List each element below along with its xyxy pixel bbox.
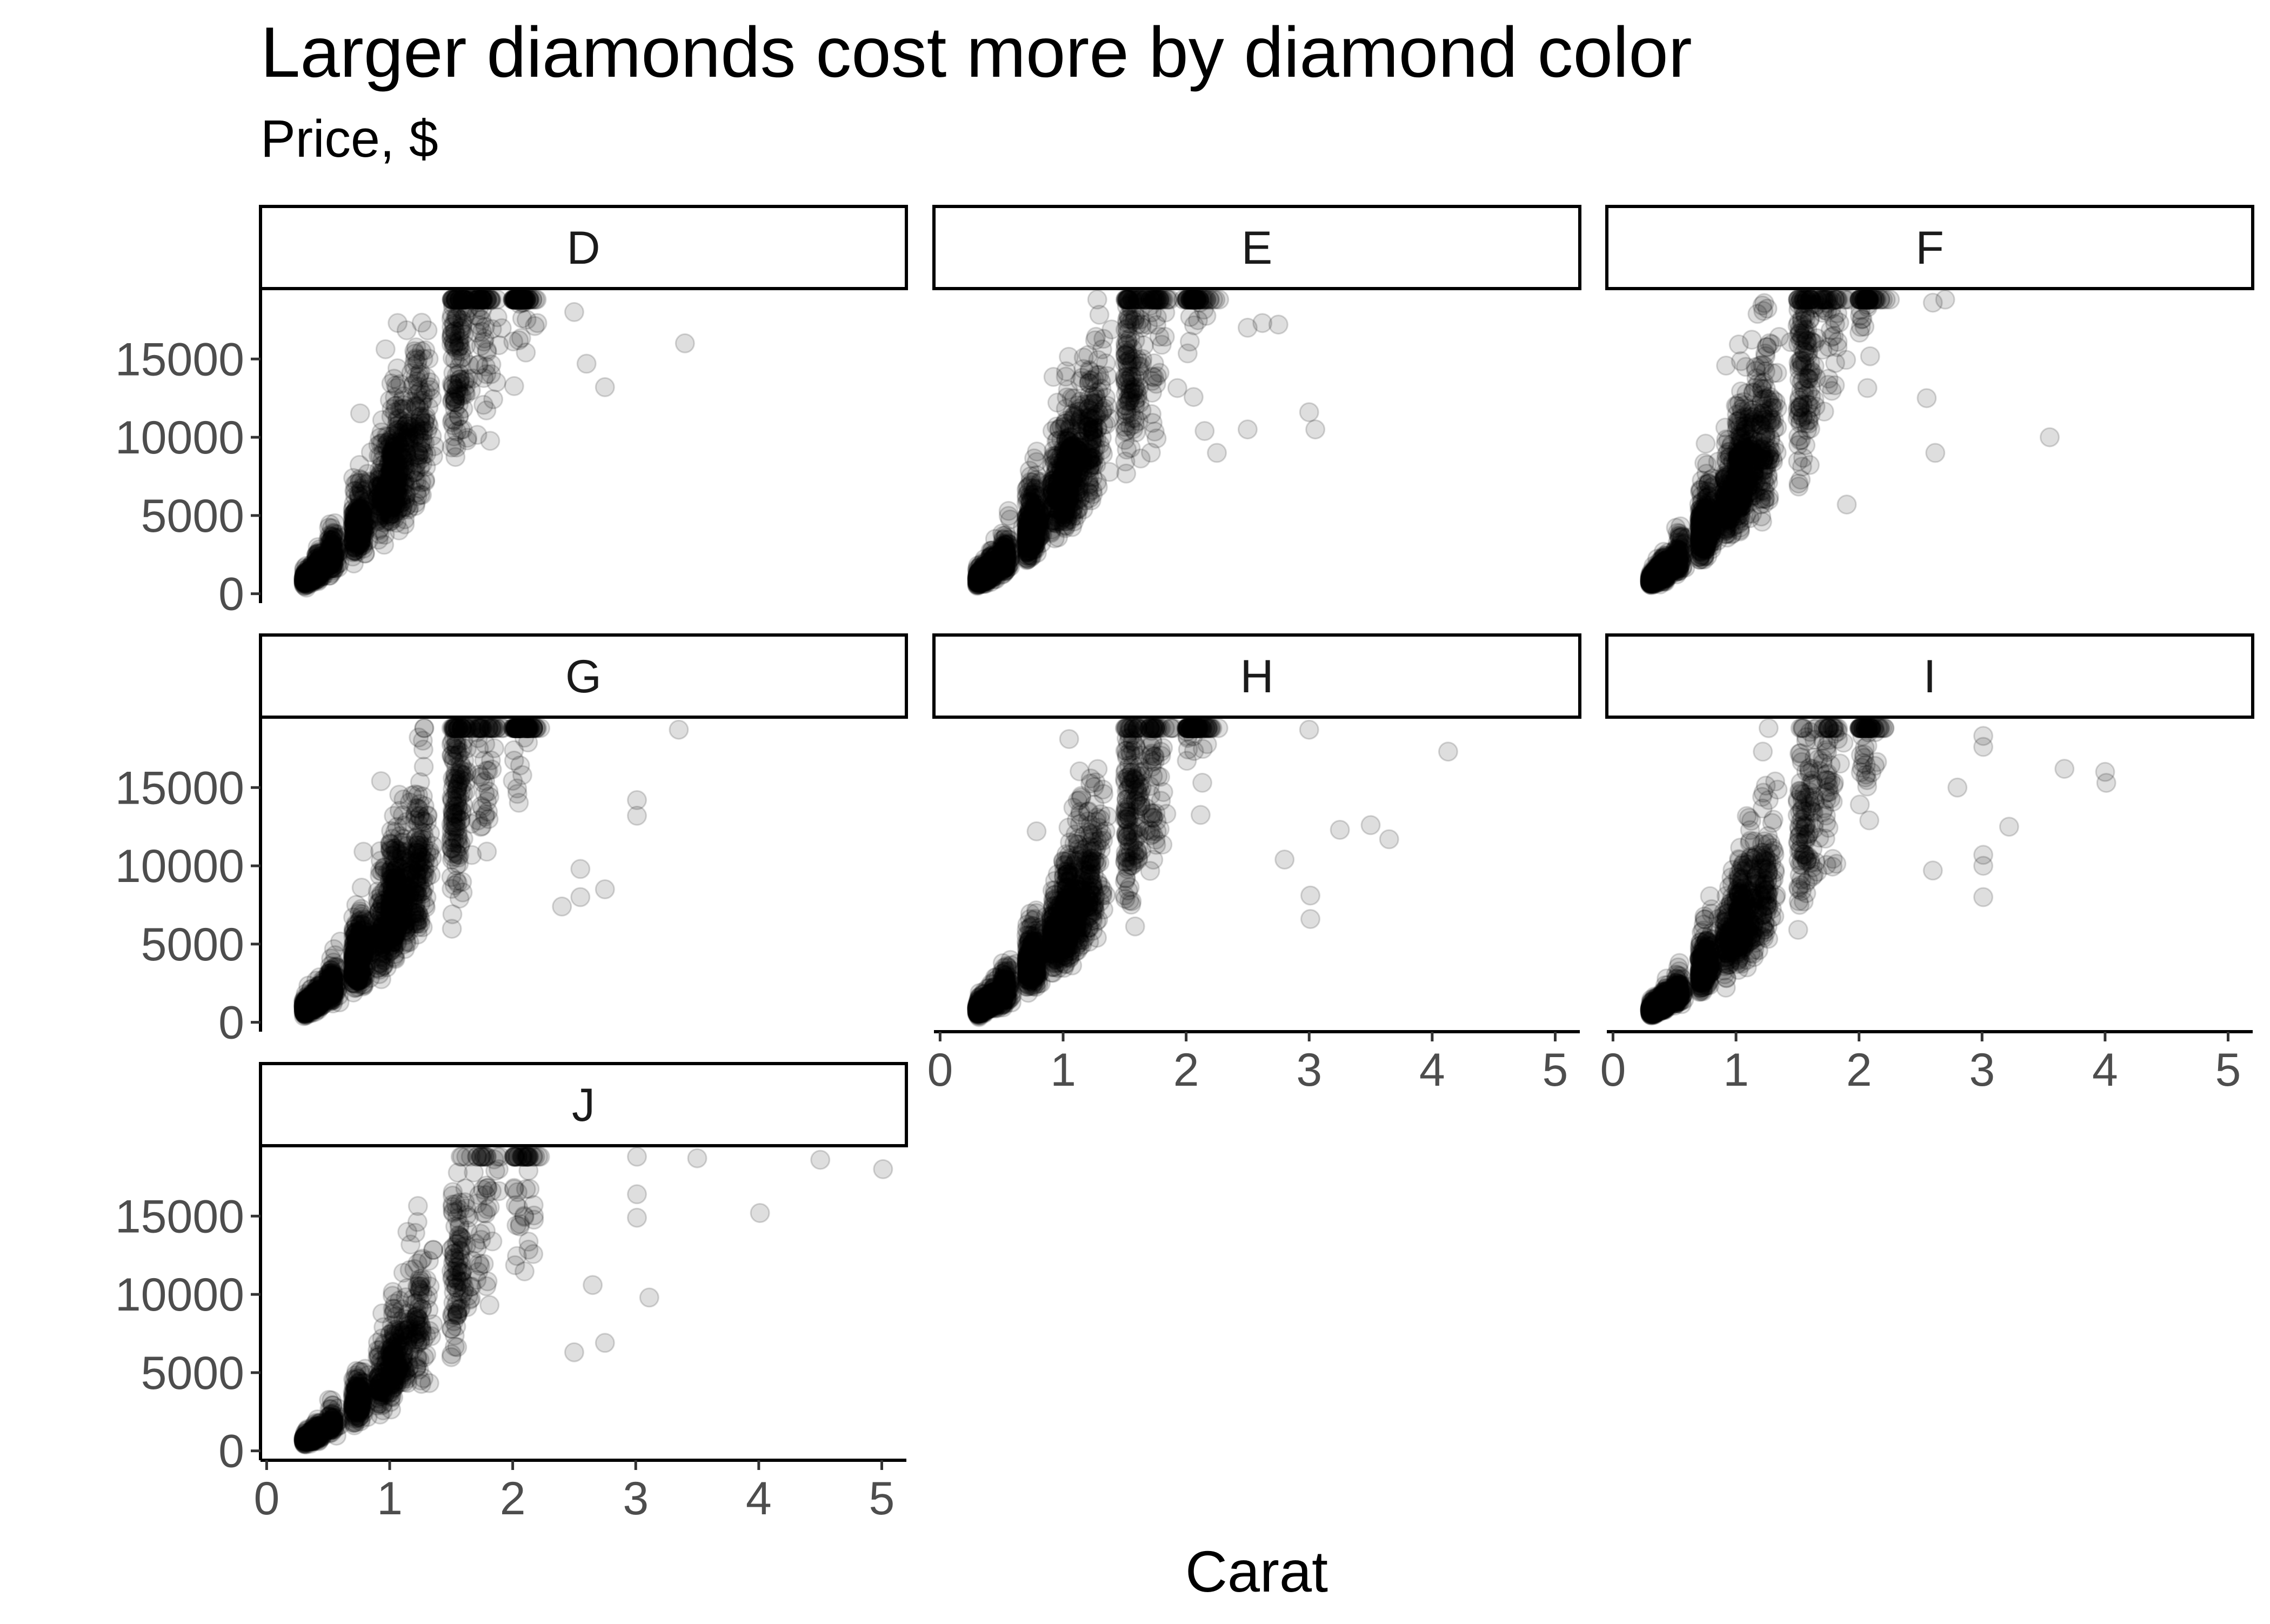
data-point	[999, 530, 1017, 549]
data-point	[1148, 308, 1166, 326]
data-point	[1152, 336, 1171, 354]
data-point	[1073, 406, 1092, 424]
data-point	[386, 422, 405, 440]
data-point	[352, 482, 371, 500]
data-point	[1118, 391, 1136, 410]
data-point	[577, 355, 596, 373]
data-point	[565, 303, 583, 321]
y-tick-label: 0	[218, 569, 244, 620]
data-point	[351, 404, 369, 423]
data-point	[1124, 372, 1142, 390]
data-point	[1090, 305, 1109, 324]
data-point	[1070, 464, 1088, 482]
data-point	[1753, 296, 1772, 315]
data-point	[444, 379, 462, 397]
data-point	[676, 334, 694, 352]
data-point	[1097, 354, 1115, 372]
data-point	[447, 307, 465, 325]
chart-title: Larger diamonds cost more by diamond col…	[261, 12, 1692, 92]
data-point	[1116, 452, 1134, 471]
data-point	[1269, 316, 1287, 334]
point-cloud	[968, 290, 1325, 595]
data-point	[1085, 370, 1103, 388]
data-point	[412, 313, 431, 332]
data-point	[1238, 420, 1257, 439]
data-point	[1861, 347, 1879, 365]
data-point	[1143, 367, 1161, 386]
data-point	[1730, 335, 1748, 353]
data-point	[510, 331, 528, 350]
data-point	[452, 420, 470, 439]
data-point	[1145, 423, 1164, 441]
point-cloud	[1641, 290, 2059, 594]
data-point	[475, 396, 493, 414]
data-point	[445, 337, 463, 356]
data-point	[376, 340, 395, 358]
data-point	[1018, 486, 1036, 504]
facet-strip-label: E	[1241, 222, 1272, 274]
data-point	[1049, 493, 1067, 511]
data-point	[1732, 352, 1750, 370]
y-tick-label: 5000	[141, 490, 244, 542]
data-point	[1021, 467, 1040, 486]
data-point	[475, 332, 493, 351]
data-point	[505, 377, 523, 395]
data-point	[469, 290, 488, 309]
data-point	[1168, 379, 1186, 397]
data-point	[1141, 444, 1160, 462]
data-point	[1196, 422, 1214, 440]
data-point	[1124, 420, 1143, 438]
y-tick-label: 15000	[115, 333, 244, 385]
data-point	[1306, 420, 1325, 439]
facet-strip-label: D	[566, 222, 600, 274]
data-point	[1184, 388, 1203, 406]
data-point	[1178, 344, 1197, 363]
data-point	[1789, 427, 1807, 446]
data-point	[419, 398, 438, 417]
point-cloud	[295, 290, 695, 597]
data-point	[388, 498, 406, 516]
data-point	[1135, 336, 1153, 355]
data-point	[1697, 435, 1715, 453]
data-point	[351, 533, 369, 551]
data-point	[1161, 290, 1179, 309]
data-point	[1120, 294, 1139, 312]
facet-panel-f: F	[1607, 206, 2253, 594]
data-point	[411, 486, 430, 504]
data-point	[1300, 403, 1318, 422]
data-point	[405, 351, 424, 369]
data-point	[386, 376, 405, 395]
facet-strip-label: F	[1915, 222, 1944, 274]
data-point	[982, 562, 1000, 580]
data-point	[350, 500, 369, 519]
y-tick-label: 10000	[115, 412, 244, 464]
chart-subtitle: Price, $	[261, 109, 438, 168]
data-point	[1789, 452, 1807, 471]
data-point	[381, 466, 399, 485]
data-point	[375, 536, 393, 554]
data-point	[482, 356, 500, 374]
facet-panel-d: D 0 5000 10000 15000	[115, 206, 906, 620]
data-point	[416, 434, 434, 452]
data-point	[450, 357, 469, 376]
data-point	[511, 290, 530, 309]
data-point	[596, 378, 614, 396]
data-point	[1123, 352, 1141, 371]
data-point	[528, 314, 546, 332]
data-point	[406, 367, 425, 386]
data-point	[1208, 444, 1226, 462]
data-point	[310, 564, 329, 583]
data-point	[1057, 362, 1076, 380]
data-point	[1185, 290, 1203, 309]
facet-panel-e: E	[934, 206, 1580, 595]
data-point	[1852, 318, 1870, 336]
data-point	[1790, 477, 1808, 496]
data-point	[1018, 531, 1037, 550]
data-point	[400, 454, 418, 472]
